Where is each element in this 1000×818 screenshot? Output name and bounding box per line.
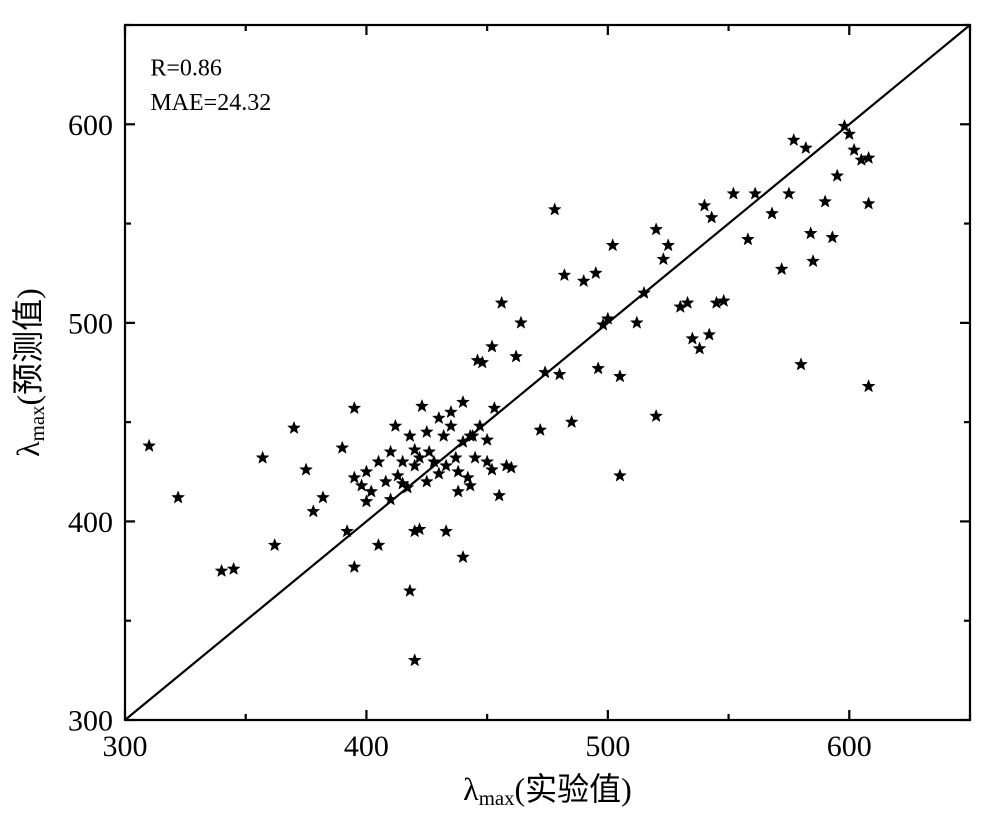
annotation-r: R=0.86	[150, 55, 222, 81]
x-tick-label: 400	[344, 730, 389, 763]
x-tick-label: 500	[585, 730, 630, 763]
x-tick-label: 600	[827, 730, 872, 763]
annotation-mae: MAE=24.32	[150, 90, 271, 116]
y-tick-label: 400	[68, 506, 113, 539]
y-tick-label: 500	[68, 307, 113, 340]
y-tick-label: 600	[68, 109, 113, 142]
scatter-chart: 300400500600300400500600λmax(实验值)λmax(预测…	[0, 0, 1000, 818]
y-tick-label: 300	[68, 705, 113, 738]
